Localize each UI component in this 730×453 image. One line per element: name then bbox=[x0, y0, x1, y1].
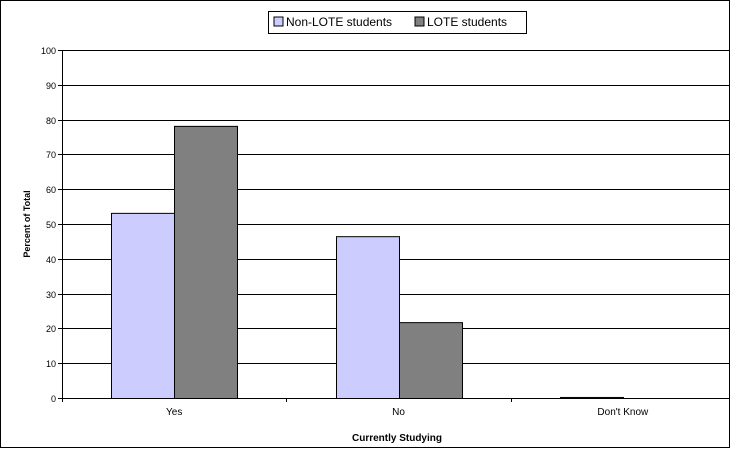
x-tick-label-don-t-know: Don't Know bbox=[597, 407, 649, 418]
y-tick-label-40: 40 bbox=[46, 255, 56, 265]
x-tick-label-yes: Yes bbox=[166, 407, 182, 418]
x-axis-label: Currently Studying bbox=[352, 433, 442, 444]
y-tick-label-30: 30 bbox=[46, 290, 56, 300]
bar-non-lote-students-no bbox=[336, 236, 400, 399]
y-axis-label: Percent of Total bbox=[22, 190, 32, 257]
y-tick-label-0: 0 bbox=[51, 394, 56, 404]
x-tick-label-no: No bbox=[392, 407, 405, 418]
bar-lote-students-no bbox=[399, 322, 463, 399]
y-tick-label-100: 100 bbox=[41, 46, 56, 56]
bar-lote-students-yes bbox=[174, 125, 238, 399]
legend-label-non-lote: Non-LOTE students bbox=[286, 15, 392, 29]
y-tick-label-60: 60 bbox=[46, 185, 56, 195]
tick-labels: 0 10 20 30 40 50 60 70 80 90 100 Yes No Don't Know bbox=[41, 46, 649, 418]
y-tick-label-70: 70 bbox=[46, 150, 56, 160]
bar-non-lote-students-yes bbox=[111, 212, 175, 399]
axes bbox=[58, 50, 730, 402]
legend: Non-LOTE students LOTE students bbox=[268, 11, 527, 34]
legend-box bbox=[268, 11, 527, 34]
y-tick-label-10: 10 bbox=[46, 359, 56, 369]
y-tick-label-50: 50 bbox=[46, 220, 56, 230]
legend-swatch-lote bbox=[414, 16, 425, 27]
y-tick-label-20: 20 bbox=[46, 324, 56, 334]
legend-swatch-non-lote bbox=[273, 16, 284, 27]
legend-label-lote: LOTE students bbox=[427, 15, 507, 29]
y-tick-label-80: 80 bbox=[46, 116, 56, 126]
y-tick-label-90: 90 bbox=[46, 81, 56, 91]
